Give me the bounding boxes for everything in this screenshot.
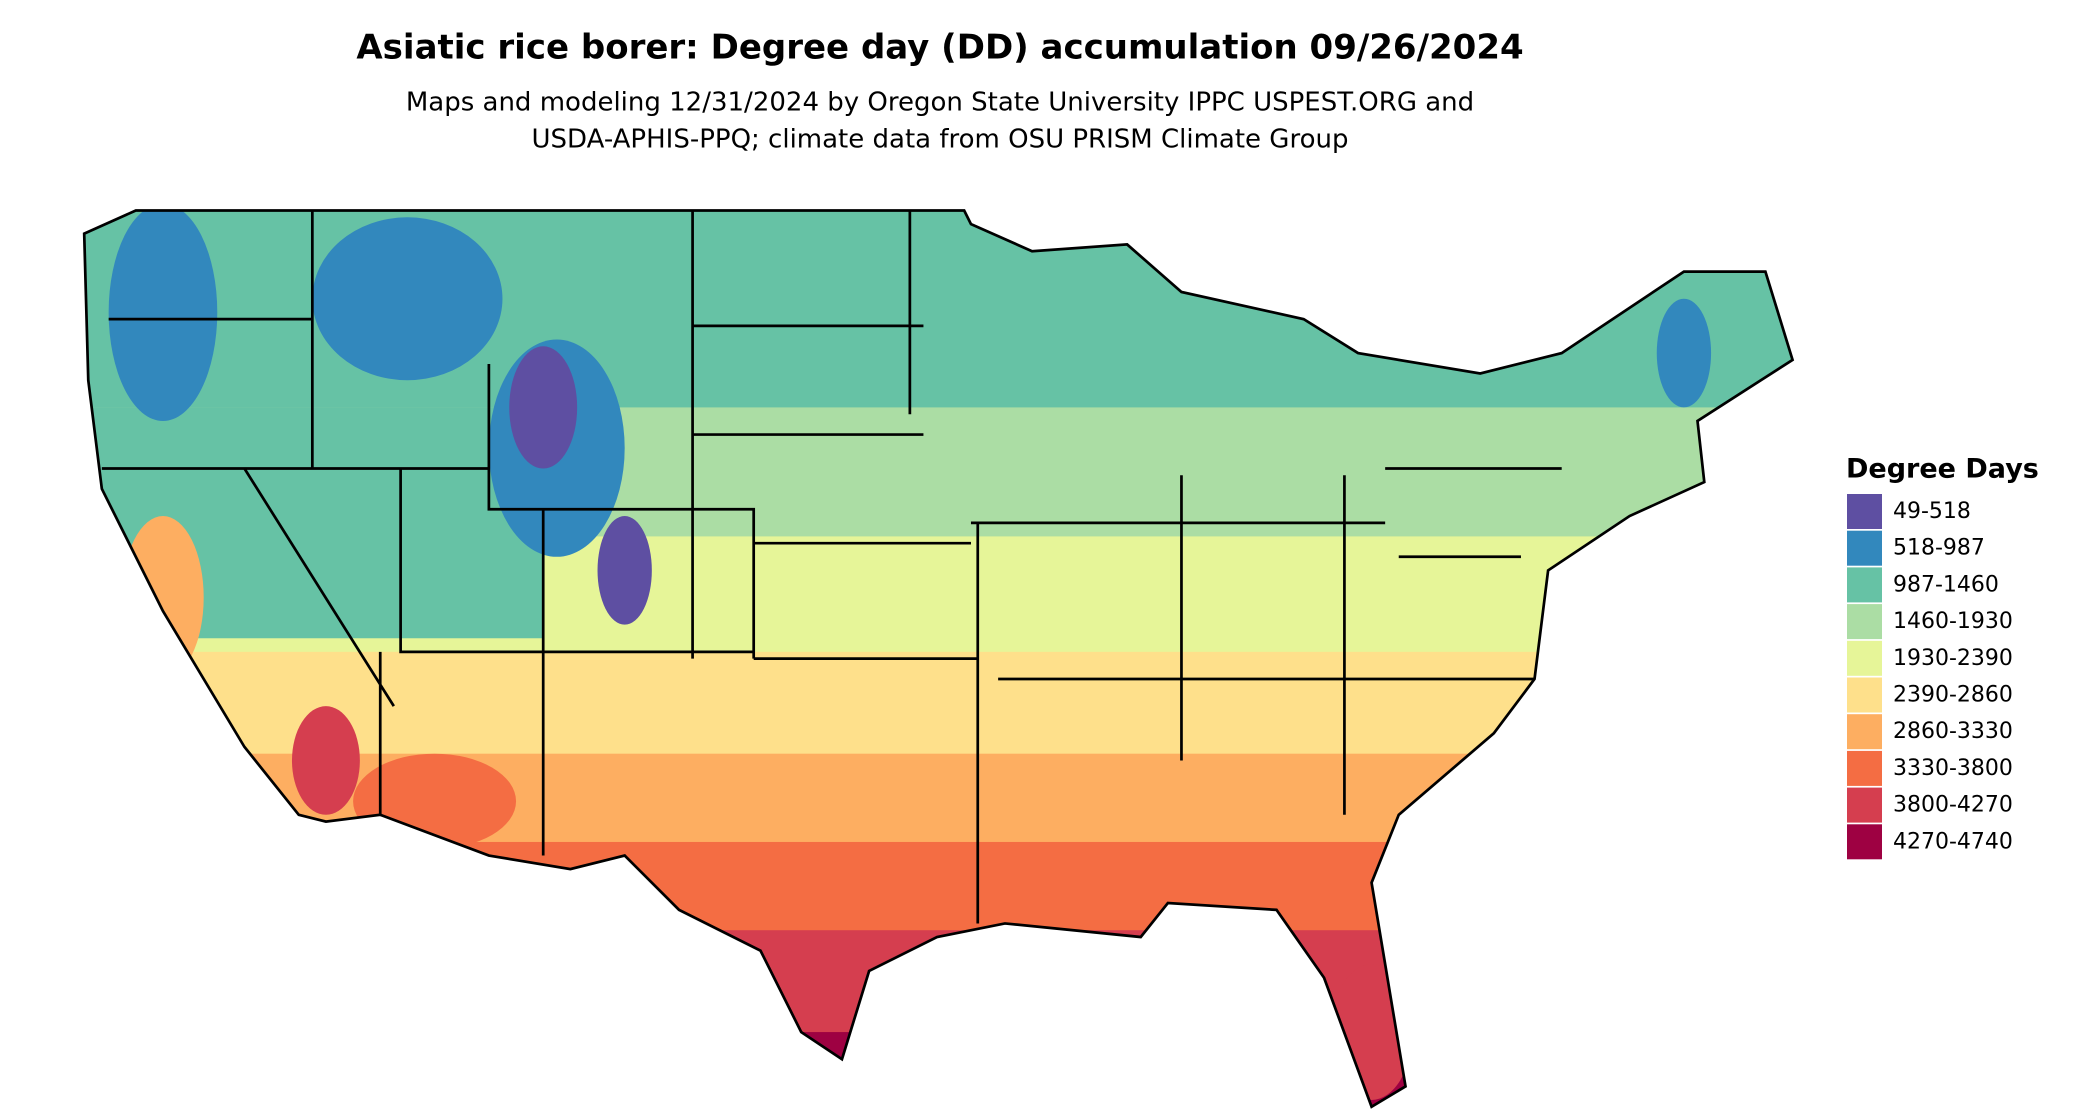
legend-swatch: [1847, 824, 1882, 860]
subtitle-line: USDA-APHIS-PPQ; climate data from OSU PR…: [532, 125, 1349, 155]
zone: [122, 516, 204, 679]
zone: [597, 516, 652, 625]
zone: [509, 346, 578, 469]
legend-label: 1460-1930: [1893, 609, 2013, 634]
legend-label: 518-987: [1893, 536, 1985, 561]
legend-label: 987-1460: [1893, 572, 1999, 597]
legend: 49-518 518-987 987-1460 1460-1930 1930-2390 2…: [1847, 494, 2013, 860]
legend-label: 4270-4740: [1893, 829, 2013, 854]
degree-day-raster: [84, 210, 1793, 1107]
legend-swatch: [1847, 677, 1882, 713]
legend-label: 49-518: [1893, 499, 1971, 524]
zone: [291, 706, 360, 815]
legend-label: 2860-3330: [1893, 719, 2013, 744]
zone: [108, 210, 218, 421]
legend-swatch: [1847, 787, 1882, 823]
map-title: Asiatic rice borer: Degree day (DD) accu…: [356, 28, 1523, 68]
zone: [84, 651, 1793, 761]
legend-swatch: [1847, 567, 1882, 603]
legend-label: 2390-2860: [1893, 683, 2013, 708]
legend-swatch: [1847, 530, 1882, 566]
legend-label: 3800-4270: [1893, 793, 2013, 818]
zone: [84, 841, 1793, 938]
zone: [84, 1032, 1793, 1107]
zone: [312, 217, 503, 381]
legend-label: 1930-2390: [1893, 646, 2013, 671]
subtitle-line: Maps and modeling 12/31/2024 by Oregon S…: [406, 88, 1474, 118]
zone: [1656, 298, 1712, 408]
state-lines: [101, 210, 1562, 924]
zone: [84, 753, 1793, 849]
legend-swatch: [1847, 714, 1882, 750]
zone: [84, 930, 1793, 1039]
legend-swatch: [1847, 604, 1882, 640]
zone: [84, 407, 544, 639]
border: [82, 209, 1795, 1109]
legend-swatch: [1847, 494, 1882, 529]
legend-title: Degree Days: [1846, 454, 2039, 485]
legend-swatch: [1847, 750, 1882, 786]
legend-swatch: [1847, 640, 1882, 676]
map: [82, 209, 1795, 1109]
legend-label: 3330-3800: [1893, 756, 2013, 781]
zone: [84, 210, 1793, 421]
